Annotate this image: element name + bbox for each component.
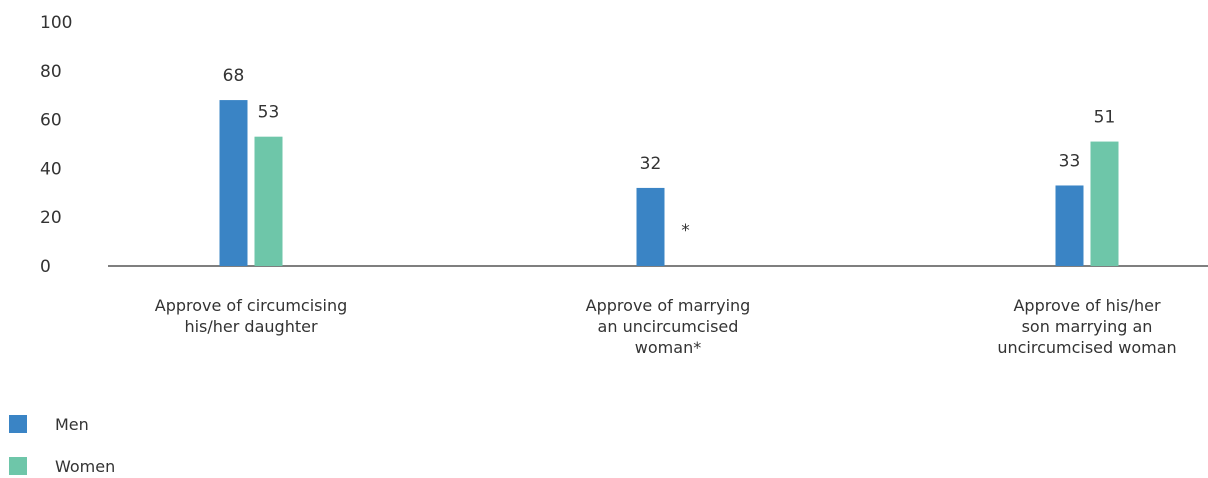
y-tick-label: 100 — [40, 13, 72, 33]
data-label-women-1: 53 — [258, 103, 280, 123]
data-label-women-2: * — [681, 221, 690, 241]
y-tick-label: 80 — [40, 62, 62, 82]
legend-label-women: Women — [55, 457, 115, 476]
data-label-women-3: 51 — [1094, 108, 1116, 128]
category-labels-group: Approve of circumcising his/her daughter A… — [155, 296, 1177, 357]
data-label-men-3: 33 — [1059, 151, 1081, 171]
y-tick-label: 20 — [40, 208, 62, 228]
legend-swatch-women — [9, 457, 27, 475]
category-label: son marrying an — [1022, 317, 1153, 336]
bar-women-1 — [254, 136, 283, 266]
data-labels-group: 68 32 33 53 * 51 — [223, 66, 1116, 241]
category-label: uncircumcised woman — [997, 338, 1176, 357]
legend-label-men: Men — [55, 415, 89, 434]
y-tick-label: 40 — [40, 159, 62, 179]
y-tick-label: 0 — [40, 257, 51, 277]
category-label: Approve of his/her — [1013, 296, 1160, 315]
bar-women-3 — [1090, 141, 1119, 266]
y-tick-label: 60 — [40, 111, 62, 131]
data-label-men-1: 68 — [223, 66, 245, 86]
legend: Men Women — [9, 415, 115, 476]
category-label: Approve of marrying — [586, 296, 751, 315]
y-axis-ticks: 0 20 40 60 80 100 — [40, 13, 72, 277]
category-label: his/her daughter — [184, 317, 317, 336]
bars-group — [219, 100, 1119, 266]
category-label: woman* — [635, 338, 701, 357]
bar-men-3 — [1055, 185, 1084, 266]
legend-swatch-men — [9, 415, 27, 433]
bar-men-1 — [219, 100, 248, 266]
category-label: Approve of circumcising — [155, 296, 348, 315]
bar-men-2 — [636, 187, 665, 266]
data-label-men-2: 32 — [640, 154, 662, 174]
category-label: an uncircumcised — [598, 317, 739, 336]
